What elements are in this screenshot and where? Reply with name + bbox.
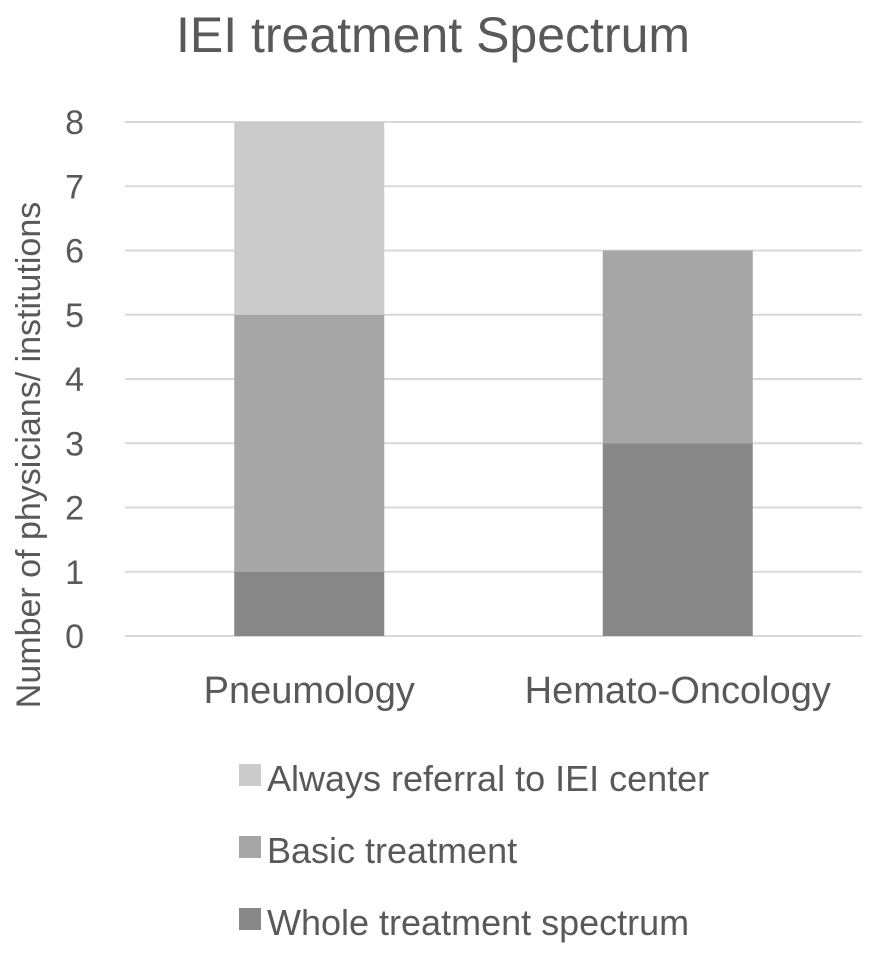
y-axis-ticks: 0 1 2 3 4 5 6 7 8: [65, 104, 84, 656]
x-category-label: Pneumology: [204, 670, 415, 712]
bar-segment: [234, 314, 385, 572]
y-tick-label: 3: [65, 425, 84, 463]
y-tick-label: 4: [65, 361, 84, 399]
y-tick-label: 0: [65, 618, 84, 656]
x-category-label: Hemato-Oncology: [525, 670, 831, 712]
y-tick-label: 5: [65, 297, 84, 335]
y-tick-label: 1: [65, 554, 84, 592]
bar-segment: [602, 443, 753, 636]
legend-swatch: [239, 764, 261, 786]
bar-segment: [234, 122, 385, 315]
legend-label: Whole treatment spectrum: [267, 902, 689, 943]
y-tick-label: 2: [65, 490, 84, 528]
legend-label: Basic treatment: [267, 830, 517, 871]
bars: [234, 122, 753, 636]
legend-label: Always referral to IEI center: [267, 758, 709, 799]
x-axis-categories: Pneumology Hemato-Oncology: [204, 670, 831, 712]
y-tick-label: 6: [65, 233, 84, 271]
legend-swatch: [239, 908, 261, 930]
bar-segment: [234, 571, 385, 636]
y-tick-label: 8: [65, 104, 84, 142]
legend-swatch: [239, 836, 261, 858]
legend: Always referral to IEI center Basic treat…: [239, 758, 709, 943]
y-axis-label: Number of physicians/ institutions: [10, 202, 48, 708]
bar-segment: [602, 250, 753, 444]
y-tick-label: 7: [65, 168, 84, 206]
chart-title: IEI treatment Spectrum: [176, 7, 690, 63]
